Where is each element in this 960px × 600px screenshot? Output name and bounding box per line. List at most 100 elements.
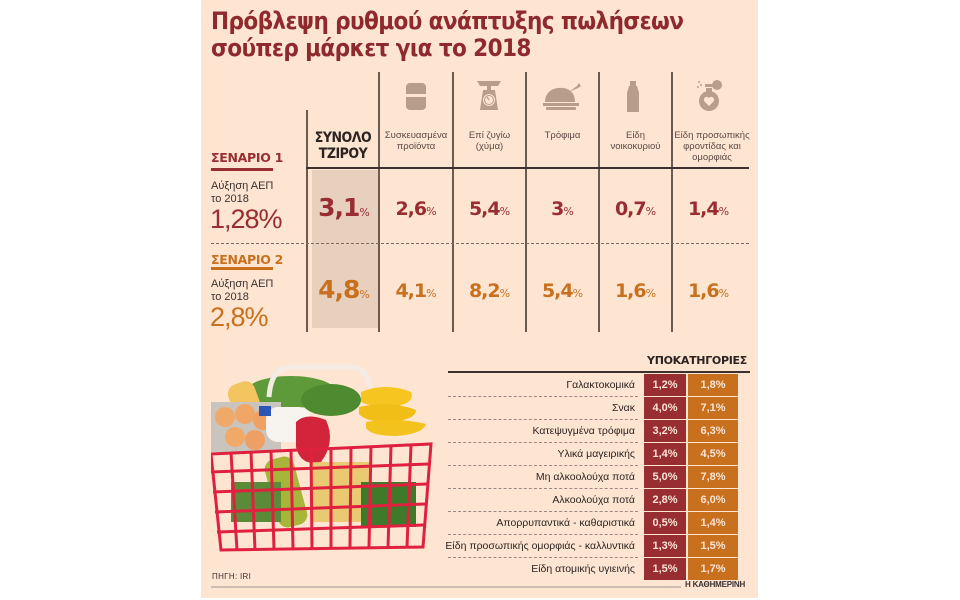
subcategory-row: Είδη ατομικής υγιεινής 1,5% 1,7% (448, 558, 750, 581)
subcategory-label: Υλικά μαγειρικής (557, 448, 635, 460)
divider (598, 72, 600, 332)
column-header-line: φροντίδας και (683, 141, 741, 152)
row-separator (448, 511, 638, 512)
row-separator (448, 488, 638, 489)
divider (671, 72, 673, 332)
scenario-2-cell: 1,8% (688, 374, 738, 396)
percent-sign: % (718, 205, 730, 218)
value: 1,4 (687, 198, 720, 220)
scenario-2-household: 1,6% (599, 280, 672, 302)
percent-sign: % (645, 287, 657, 300)
value: 0,7 (614, 198, 647, 220)
row-separator (448, 396, 638, 397)
scenario-1-packaged: 2,6% (379, 198, 453, 220)
column-header-line: Συσκευασμένα (384, 130, 448, 141)
scenario-1-cell: 1,4% (644, 443, 686, 465)
subcategory-label: Μη αλκοολούχα ποτά (535, 471, 635, 483)
column-header-line: Επί ζυγίω (468, 130, 511, 141)
scenario-2-bulk: 8,2% (453, 280, 526, 302)
column-header-bulk: Επί ζυγίω (χύμα) (453, 130, 526, 152)
scenario-2-description: Αύξηση ΑΕΠ το 2018 (211, 278, 273, 304)
column-header-line: Είδη (625, 130, 646, 141)
percent-sign: % (426, 205, 437, 218)
subcategory-row: Είδη προσωπικής ομορφιάς - καλλυντικά 1,3… (445, 535, 750, 558)
value: 3 (551, 198, 564, 220)
percent-sign: % (359, 206, 370, 219)
percent-sign: % (718, 287, 730, 300)
roast-chicken-icon (541, 82, 583, 117)
scale-icon (474, 78, 504, 117)
value: 8,2 (468, 280, 501, 302)
percent-sign: % (563, 205, 574, 218)
subcategory-label: Γαλακτοκομικά (566, 379, 635, 391)
value: 1,6 (687, 280, 720, 302)
row-separator (448, 534, 638, 535)
scenario-1-cell: 1,5% (644, 558, 686, 580)
column-header-line: Είδη προσωπικής (674, 130, 750, 141)
column-header-personal-care: Είδη προσωπικής φροντίδας και ομορφιάς (672, 130, 752, 163)
subcategory-row: Αλκοολούχα ποτά 2,8% 6,0% (448, 489, 750, 512)
row-separator (448, 465, 638, 466)
subcategories-title: ΥΠΟΚΑΤΗΓΟΡΙΕΣ (647, 354, 747, 367)
scenario-2-cell: 1,7% (688, 558, 738, 580)
percent-sign: % (645, 205, 657, 218)
subcategory-label: Απορρυπαντικά - καθαριστικά (496, 517, 635, 529)
shopping-basket-image (209, 362, 439, 552)
subcategory-row: Κατεψυγμένα τρόφιμα 3,2% 6,3% (448, 420, 750, 443)
column-header-line: Τρόφιμα (544, 130, 581, 141)
value: 5,4 (541, 280, 574, 302)
total-header-line: ΤΖΙΡΟΥ (318, 146, 368, 162)
source-note: ΠΗΓΗ: IRI (212, 572, 252, 581)
total-turnover-header: ΣΥΝΟΛΟ ΤΖΙΡΟΥ (307, 130, 379, 162)
perfume-icon (695, 78, 727, 117)
total-header-line: ΣΥΝΟΛΟ (314, 130, 372, 146)
subcategories-rule (448, 371, 750, 373)
scenario-2-cell: 7,1% (688, 397, 738, 419)
percent-sign: % (499, 287, 511, 300)
subcategory-row: Υλικά μαγειρικής 1,4% 4,5% (448, 443, 750, 466)
scenario-2-gdp: 2,8% (210, 302, 269, 332)
percent-sign: % (572, 287, 584, 300)
title-line-2: σούπερ μάρκετ για το 2018 (211, 34, 531, 62)
scenario-2-cell: 1,5% (688, 535, 738, 557)
column-header-line: (χύμα) (475, 141, 504, 152)
subcategory-label: Κατεψυγμένα τρόφιμα (532, 425, 635, 437)
scenario-2-cell: 1,4% (688, 512, 738, 534)
subcategory-row: Μη αλκοολούχα ποτά 5,0% 7,8% (448, 466, 750, 489)
scenario-2-packaged: 4,1% (379, 280, 453, 302)
scenario-1-cell: 0,5% (644, 512, 686, 534)
scenario-2-cell: 6,0% (688, 489, 738, 511)
scenario-1-personal-care: 1,4% (672, 198, 745, 220)
percent-sign: % (359, 288, 370, 301)
row-separator (448, 557, 638, 558)
scenario-1-cell: 2,8% (644, 489, 686, 511)
scenario-1-bulk: 5,4% (453, 198, 526, 220)
scenario-separator (211, 243, 749, 244)
header-rule (306, 167, 749, 169)
percent-sign: % (426, 287, 437, 300)
divider (452, 72, 454, 332)
scenario-1-household: 0,7% (599, 198, 672, 220)
subcategory-row: Απορρυπαντικά - καθαριστικά 0,5% 1,4% (448, 512, 750, 535)
scenario-1-food: 3% (526, 198, 599, 220)
divider (306, 110, 308, 332)
column-header-household: Είδη νοικοκυριού (599, 130, 672, 152)
subcategory-label: Είδη ατομικής υγιεινής (531, 563, 635, 575)
percent-sign: % (499, 205, 511, 218)
divider (525, 72, 527, 332)
subcategory-label: Αλκοολούχα ποτά (552, 494, 635, 506)
footer-rule (211, 586, 681, 588)
scenario-1-underline (211, 168, 273, 171)
scenario-1-cell: 1,2% (644, 374, 686, 396)
subcategory-row: Σνακ 4,0% 7,1% (448, 397, 750, 420)
value: 4,8 (318, 275, 360, 304)
title-line-1: Πρόβλεψη ρυθμού ανάπτυξης πωλήσεων (211, 7, 684, 35)
column-header-packaged: Συσκευασμένα προϊόντα (379, 130, 453, 152)
scenario-2-cell: 6,3% (688, 420, 738, 442)
value: 2,6 (395, 198, 427, 220)
scenario-1-cell: 1,3% (644, 535, 686, 557)
year-label: το 2018 (211, 193, 249, 205)
scenario-1-description: Αύξηση ΑΕΠ το 2018 (211, 180, 273, 206)
row-separator (448, 442, 638, 443)
scenario-1-gdp: 1,28% (210, 204, 283, 234)
